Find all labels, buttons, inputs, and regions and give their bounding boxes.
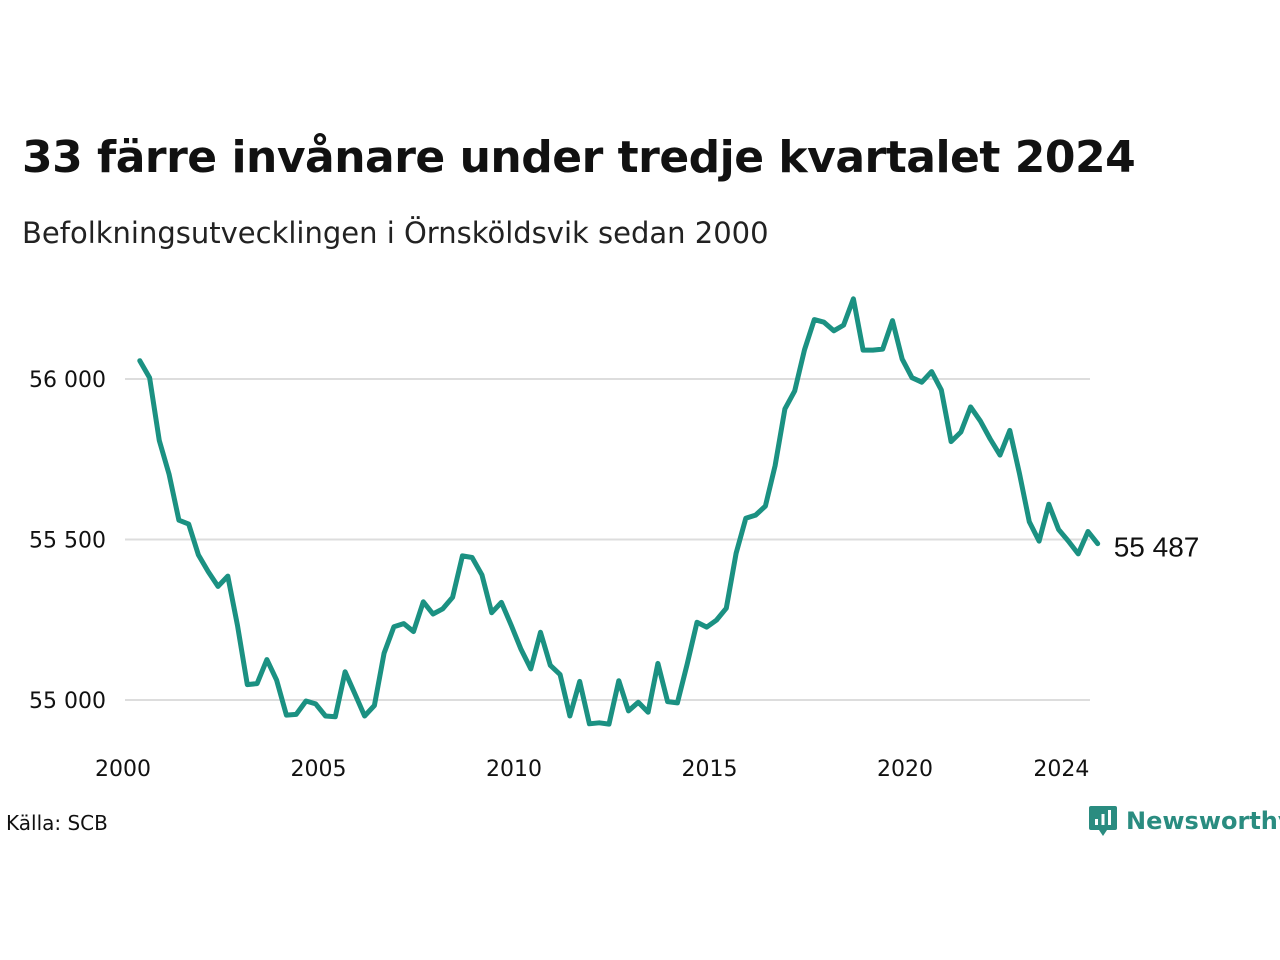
y-tick-label: 55 500 xyxy=(29,529,106,554)
source-note: Källa: SCB xyxy=(6,811,108,835)
y-tick-label: 56 000 xyxy=(29,368,106,393)
brand-logo: Newsworthy xyxy=(1088,804,1280,838)
brand-name: Newsworthy xyxy=(1126,807,1280,835)
newsworthy-logo-icon xyxy=(1089,806,1117,836)
x-tick-label: 2000 xyxy=(95,757,151,782)
x-tick-label: 2010 xyxy=(486,757,542,782)
y-tick-label: 55 000 xyxy=(29,689,106,714)
population-line xyxy=(137,296,1101,727)
x-tick-label: 2005 xyxy=(291,757,347,782)
chart-subtitle: Befolkningsutvecklingen i Örnsköldsvik s… xyxy=(22,216,769,250)
gridlines xyxy=(125,378,1090,701)
last-value-label: 55 487 xyxy=(1114,532,1200,563)
series-layer xyxy=(137,296,1101,727)
x-tick-label: 2020 xyxy=(877,757,933,782)
x-tick-label: 2015 xyxy=(682,757,738,782)
y-axis-ticks: 55 000 55 500 56 000 xyxy=(29,368,106,714)
x-axis-ticks: 2000 2005 2010 2015 2020 2024 xyxy=(95,757,1089,782)
x-tick-label: 2024 xyxy=(1033,757,1089,782)
chart-title: 33 färre invånare under tredje kvartalet… xyxy=(22,132,1136,183)
